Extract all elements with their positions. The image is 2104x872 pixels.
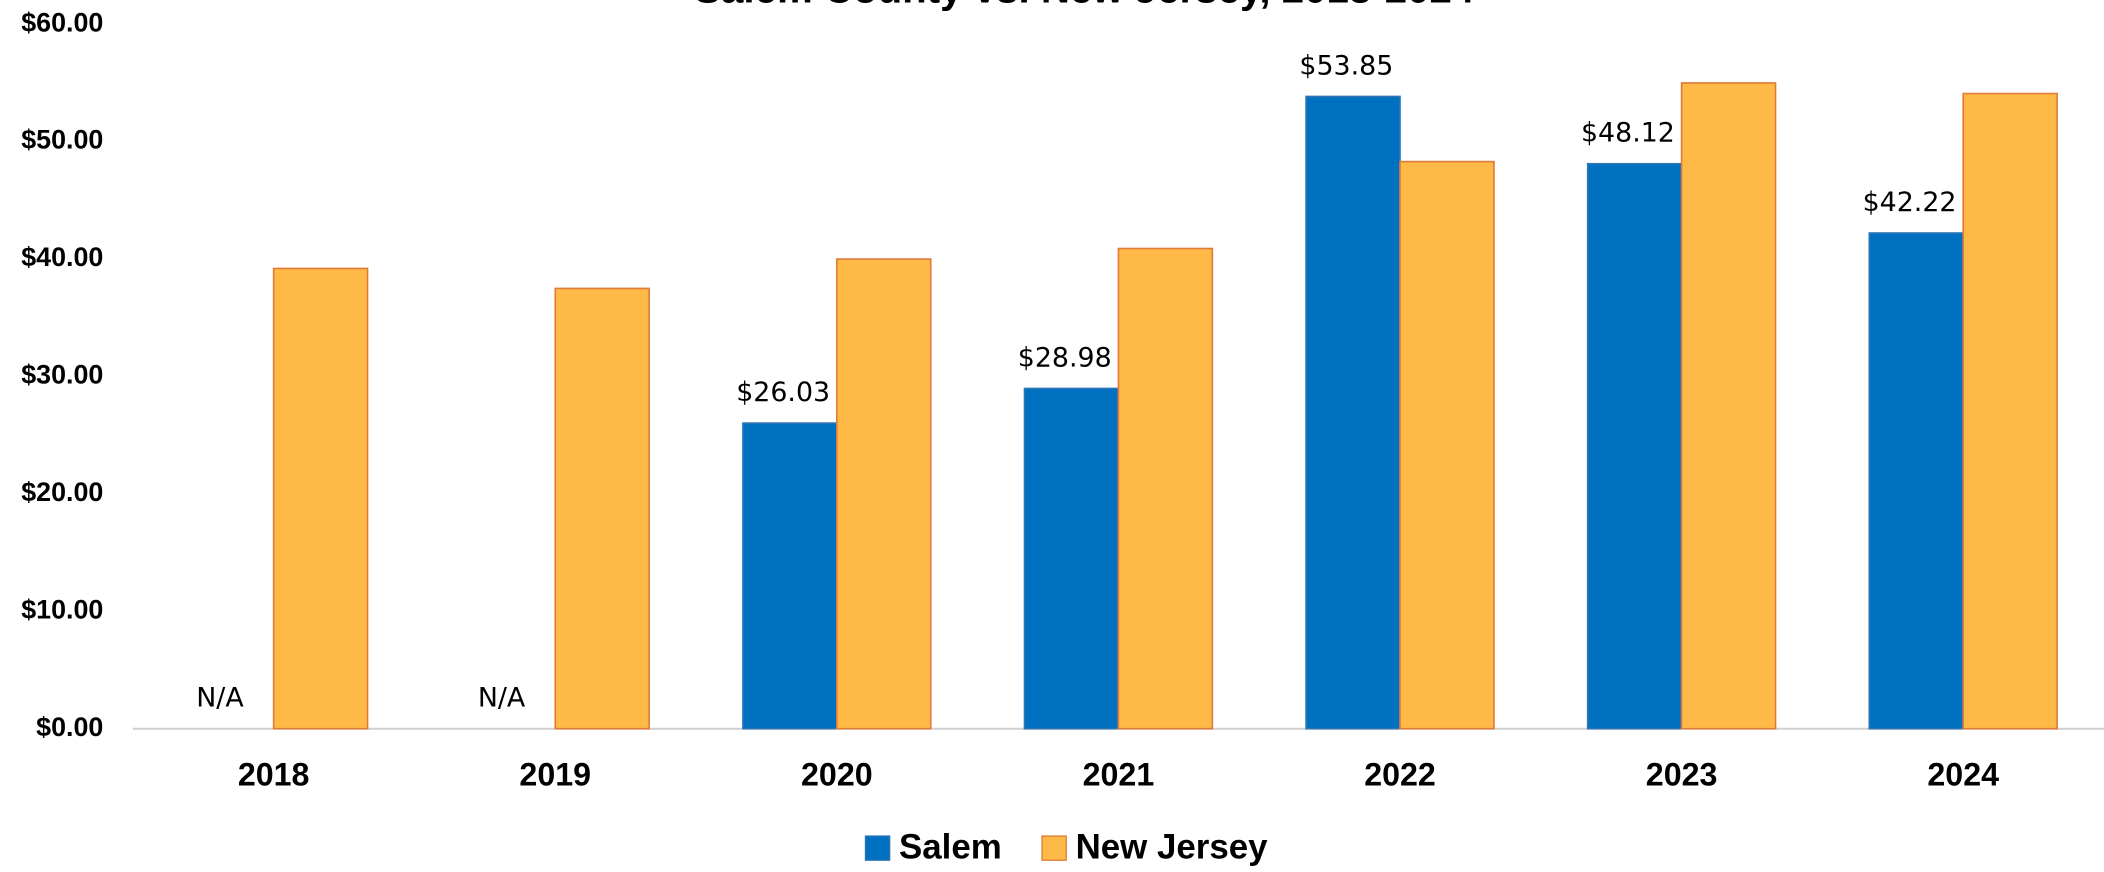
y-tick-label: $40.00 xyxy=(21,242,103,272)
bar xyxy=(554,287,650,730)
bar xyxy=(272,267,369,730)
data-label: $28.98 xyxy=(1018,342,1112,373)
y-tick-label: $30.00 xyxy=(21,360,103,390)
bar xyxy=(1868,232,1965,730)
bar xyxy=(1305,95,1401,730)
y-tick-label: $50.00 xyxy=(21,125,103,155)
legend-swatch xyxy=(864,835,891,861)
x-tick-label: 2023 xyxy=(1646,757,1718,793)
bar xyxy=(1023,387,1120,730)
data-label: N/A xyxy=(478,683,526,714)
y-tick-label: $20.00 xyxy=(21,477,103,507)
x-tick-label: 2018 xyxy=(238,757,310,793)
bar xyxy=(1680,82,1777,730)
data-label: N/A xyxy=(196,683,244,714)
bar xyxy=(1962,92,2058,730)
y-tick-label: $10.00 xyxy=(21,594,103,624)
bar xyxy=(1399,160,1495,730)
bar xyxy=(1117,247,1214,730)
bar xyxy=(742,422,838,730)
x-tick-label: 2020 xyxy=(801,757,873,793)
data-label: $48.12 xyxy=(1581,118,1675,149)
legend-label: Salem xyxy=(899,828,1002,867)
data-label: $42.22 xyxy=(1863,187,1957,218)
legend-label: New Jersey xyxy=(1076,828,1269,867)
bar xyxy=(836,258,932,730)
y-tick-label: $60.00 xyxy=(21,7,103,37)
legend-swatch xyxy=(1041,835,1067,861)
data-label: $53.85 xyxy=(1299,50,1393,81)
chart-title: Salem County vs. New Jersey, 2018-2024 xyxy=(694,0,1475,12)
x-tick-label: 2022 xyxy=(1364,757,1436,793)
data-label: $26.03 xyxy=(736,377,830,408)
x-tick-label: 2021 xyxy=(1083,757,1155,793)
bar xyxy=(1586,162,1683,730)
x-tick-label: 2019 xyxy=(519,757,591,793)
y-tick-label: $0.00 xyxy=(36,712,103,742)
x-tick-label: 2024 xyxy=(1927,757,1999,793)
